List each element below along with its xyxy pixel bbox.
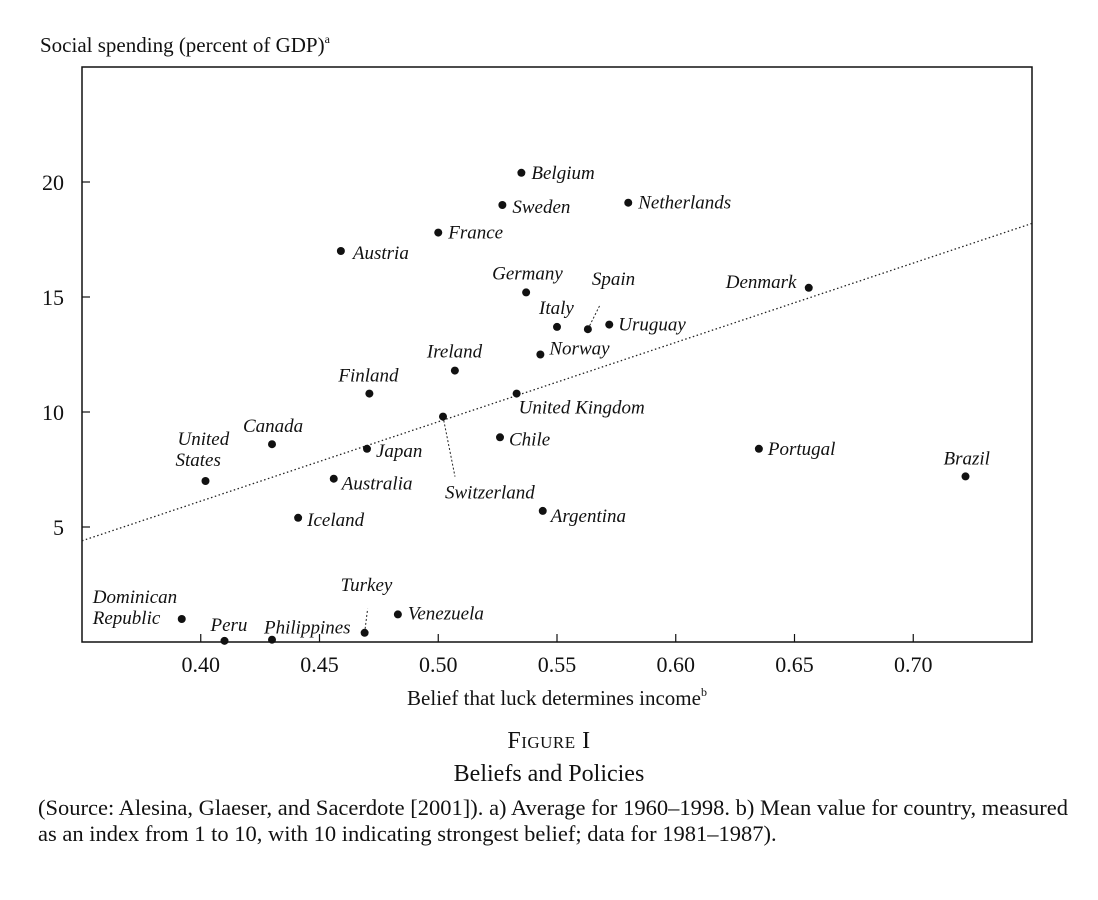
figure-title: Beliefs and Policies bbox=[453, 761, 645, 787]
point-label: Uruguay bbox=[618, 315, 686, 336]
y-axis-label: Social spending (percent of GDP)a bbox=[40, 32, 331, 57]
data-point bbox=[605, 320, 614, 329]
point-label: Japan bbox=[376, 441, 422, 462]
data-point bbox=[294, 513, 303, 522]
trend-line-layer bbox=[81, 222, 1033, 542]
data-point bbox=[961, 472, 970, 481]
x-tick-label: 0.65 bbox=[775, 652, 814, 677]
data-point bbox=[434, 228, 443, 237]
point-label: Peru bbox=[210, 615, 248, 636]
x-tick-label: 0.70 bbox=[894, 652, 933, 677]
leader-lines bbox=[364, 304, 601, 633]
point-label: Switzerland bbox=[445, 483, 535, 504]
point-label: Philippines bbox=[263, 618, 351, 639]
leader-line bbox=[442, 416, 456, 477]
point-label: Australia bbox=[340, 474, 413, 495]
x-tick-label: 0.60 bbox=[657, 652, 696, 677]
data-point bbox=[496, 433, 504, 442]
data-point bbox=[201, 477, 210, 485]
data-point bbox=[553, 322, 561, 331]
data-point bbox=[512, 389, 521, 398]
x-tick-label: 0.40 bbox=[182, 652, 221, 677]
figure-number: Figure I bbox=[507, 728, 591, 754]
leader-line bbox=[587, 304, 601, 330]
x-tick-label: 0.45 bbox=[300, 652, 339, 677]
x-axis-label: Belief that luck determines incomeb bbox=[407, 685, 707, 710]
point-label: Italy bbox=[538, 298, 574, 319]
data-point bbox=[538, 506, 547, 515]
data-point bbox=[329, 474, 338, 483]
point-label: Sweden bbox=[512, 197, 570, 218]
point-label: Portugal bbox=[767, 439, 836, 460]
data-point bbox=[439, 412, 447, 421]
point-label: Austria bbox=[351, 243, 409, 264]
data-point bbox=[498, 201, 507, 209]
point-label: United States bbox=[176, 429, 230, 471]
data-point bbox=[754, 444, 763, 453]
data-point bbox=[365, 389, 374, 398]
y-tick-label: 20 bbox=[42, 170, 64, 195]
point-label: Germany bbox=[492, 263, 563, 284]
data-point bbox=[522, 288, 531, 297]
axis-ticks: 0.40 0.45 0.50 0.55 0.60 0.65 0.70 5 10 15 20 bbox=[42, 170, 933, 677]
y-tick-label: 5 bbox=[53, 515, 64, 540]
data-point bbox=[624, 198, 633, 207]
point-labels: Belgium Sweden Netherlands France Austria Ger… bbox=[92, 163, 990, 639]
data-point bbox=[360, 628, 369, 637]
data-point bbox=[177, 615, 186, 623]
data-points bbox=[177, 168, 970, 645]
point-label: Canada bbox=[243, 416, 303, 437]
data-point bbox=[363, 444, 371, 453]
scatter-chart: Social spending (percent of GDP)a Belief… bbox=[40, 32, 1033, 710]
point-label: Norway bbox=[548, 339, 610, 360]
data-point bbox=[268, 440, 276, 449]
x-tick-label: 0.50 bbox=[419, 652, 458, 677]
trend-line bbox=[81, 222, 1033, 542]
point-label: Ireland bbox=[426, 342, 483, 363]
point-label: France bbox=[447, 223, 503, 244]
point-label: Netherlands bbox=[637, 193, 731, 214]
data-point bbox=[336, 247, 345, 255]
figure-caption: (Source: Alesina, Glaeser, and Sacerdote… bbox=[38, 795, 1068, 846]
point-label: Dominican Republic bbox=[92, 587, 177, 629]
point-label: Finland bbox=[337, 366, 399, 387]
point-label: Argentina bbox=[549, 506, 626, 527]
point-label: Brazil bbox=[944, 448, 990, 469]
data-point bbox=[536, 350, 545, 359]
point-label: Venezuela bbox=[408, 603, 484, 624]
leader-line bbox=[364, 608, 369, 633]
point-label: Turkey bbox=[341, 575, 393, 596]
point-label: Iceland bbox=[306, 510, 364, 531]
data-point bbox=[268, 635, 276, 644]
data-point bbox=[583, 325, 592, 334]
data-point bbox=[393, 610, 402, 619]
data-point bbox=[517, 168, 526, 177]
point-label: Denmark bbox=[725, 272, 797, 293]
point-label: United Kingdom bbox=[519, 398, 645, 419]
point-label: Spain bbox=[592, 269, 635, 290]
point-label: Belgium bbox=[531, 163, 594, 184]
data-point bbox=[220, 636, 229, 645]
y-tick-label: 10 bbox=[42, 400, 64, 425]
y-tick-label: 15 bbox=[42, 285, 64, 310]
x-tick-label: 0.55 bbox=[538, 652, 577, 677]
point-label: Chile bbox=[509, 429, 550, 450]
data-point bbox=[450, 366, 459, 375]
data-point bbox=[804, 283, 813, 292]
